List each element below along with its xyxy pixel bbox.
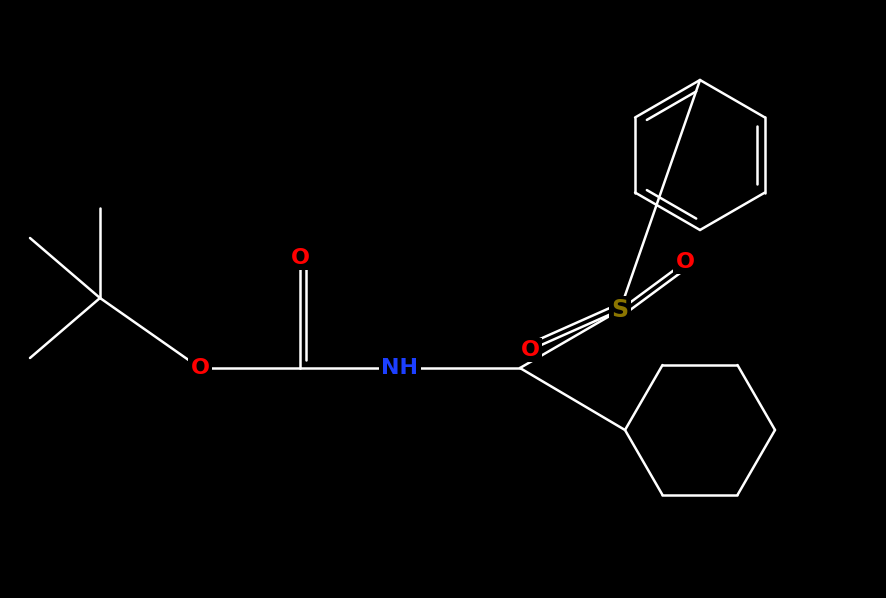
Text: O: O <box>190 358 209 378</box>
Text: NH: NH <box>381 358 418 378</box>
Text: S: S <box>610 298 628 322</box>
Text: O: O <box>291 248 309 268</box>
Text: O: O <box>675 252 694 272</box>
Text: O: O <box>520 340 539 360</box>
